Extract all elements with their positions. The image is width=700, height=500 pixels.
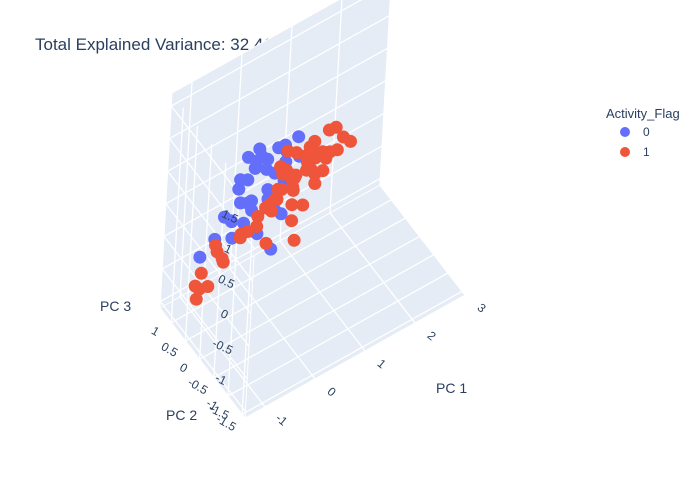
point-series-1[interactable] — [302, 162, 316, 176]
point-series-0[interactable] — [241, 173, 255, 187]
point-series-1[interactable] — [264, 204, 278, 218]
grid-line-z — [167, 47, 388, 172]
x-axis-title: PC 1 — [436, 380, 467, 396]
point-series-1[interactable] — [201, 280, 215, 293]
point-series-1[interactable] — [241, 225, 255, 238]
point-series-1[interactable] — [322, 123, 336, 137]
x-tick-label: -1 — [273, 411, 290, 429]
point-series-1[interactable] — [287, 233, 301, 247]
point-series-0[interactable] — [193, 250, 207, 264]
y-tick-label: 1 — [149, 323, 162, 339]
point-series-1[interactable] — [308, 177, 322, 190]
x-tick-label: 3 — [475, 300, 489, 315]
grid-line-x — [379, 184, 466, 296]
grid-line-z — [169, 15, 390, 140]
grid-line-x — [179, 296, 266, 408]
grid-line-x — [379, 0, 391, 186]
y-tick-label: -0.5 — [185, 375, 210, 398]
grid-line-z — [170, 0, 363, 107]
grid-line-y — [227, 180, 241, 397]
point-series-1[interactable] — [259, 236, 273, 250]
legend-item-1[interactable]: 1 — [620, 145, 650, 159]
grid-line-y — [185, 217, 406, 342]
point-series-1[interactable] — [285, 214, 299, 228]
grid-line-y — [171, 199, 392, 324]
grid-line-y — [241, 290, 463, 415]
grid-line-y — [199, 235, 420, 360]
y-axis-title: PC 2 — [166, 407, 197, 423]
point-series-1[interactable] — [275, 182, 289, 196]
point-series-1[interactable] — [189, 292, 203, 306]
grid-line-y — [213, 162, 227, 378]
point-series-1[interactable] — [251, 210, 265, 223]
grid-line-y — [213, 254, 435, 379]
legend-label-1: 1 — [643, 145, 650, 159]
grid-line-x — [329, 0, 343, 213]
grid-line-y — [199, 144, 213, 360]
point-series-0[interactable] — [261, 152, 275, 166]
point-series-1[interactable] — [188, 279, 202, 293]
point-series-0[interactable] — [232, 182, 246, 196]
legend: Activity_Flag 0 1 — [606, 106, 680, 159]
point-series-1[interactable] — [323, 145, 337, 159]
point-series-0[interactable] — [292, 130, 306, 144]
z-tick-label: 1.5 — [219, 207, 240, 227]
x-tick-label: 1 — [375, 356, 389, 371]
point-series-0[interactable] — [261, 183, 275, 197]
point-series-1[interactable] — [316, 164, 330, 178]
grid-line-z — [167, 170, 254, 282]
point-series-1[interactable] — [307, 144, 321, 158]
point-series-1[interactable] — [215, 252, 229, 265]
point-series-1[interactable] — [209, 238, 223, 252]
grid-line-x — [279, 240, 366, 352]
grid-line-x — [279, 25, 293, 241]
z-tick-label: 0.5 — [216, 272, 237, 292]
chart-title: Total Explained Variance: 32.41% — [35, 35, 288, 54]
point-series-1[interactable] — [268, 192, 282, 206]
grid-line-y — [170, 107, 184, 323]
grid-line-y — [227, 272, 449, 397]
legend-marker-1 — [620, 147, 630, 157]
point-series-1[interactable] — [286, 183, 300, 197]
back-wall-pane — [159, 0, 391, 309]
point-series-1[interactable] — [296, 198, 310, 212]
legend-item-0[interactable]: 0 — [620, 125, 650, 139]
point-series-1[interactable] — [286, 173, 299, 187]
point-series-1[interactable] — [290, 146, 304, 160]
point-series-0[interactable] — [241, 196, 255, 210]
grid-line-z — [165, 203, 252, 315]
grid-line-x — [329, 212, 416, 324]
legend-label-0: 0 — [643, 125, 650, 139]
grid-line-z — [159, 301, 246, 412]
point-series-1[interactable] — [194, 266, 208, 280]
axis-panes — [159, 0, 466, 420]
grid-line-x — [229, 268, 316, 380]
grid-line-y — [184, 125, 199, 342]
grid-line-z — [161, 268, 248, 380]
point-series-0[interactable] — [224, 214, 238, 228]
legend-title: Activity_Flag — [606, 106, 680, 121]
x-tick-label: 2 — [425, 328, 439, 343]
y-tick-label: 0.5 — [159, 339, 181, 360]
data-points[interactable] — [188, 120, 357, 306]
point-series-1[interactable] — [276, 167, 290, 181]
z-axis-title: PC 3 — [100, 298, 131, 314]
x-tick-label: 0 — [325, 384, 339, 399]
grid-line-x — [179, 81, 193, 297]
point-series-1[interactable] — [336, 130, 350, 144]
legend-marker-0 — [620, 127, 630, 137]
y-tick-label: 0 — [177, 360, 190, 376]
point-series-1[interactable] — [285, 198, 299, 212]
